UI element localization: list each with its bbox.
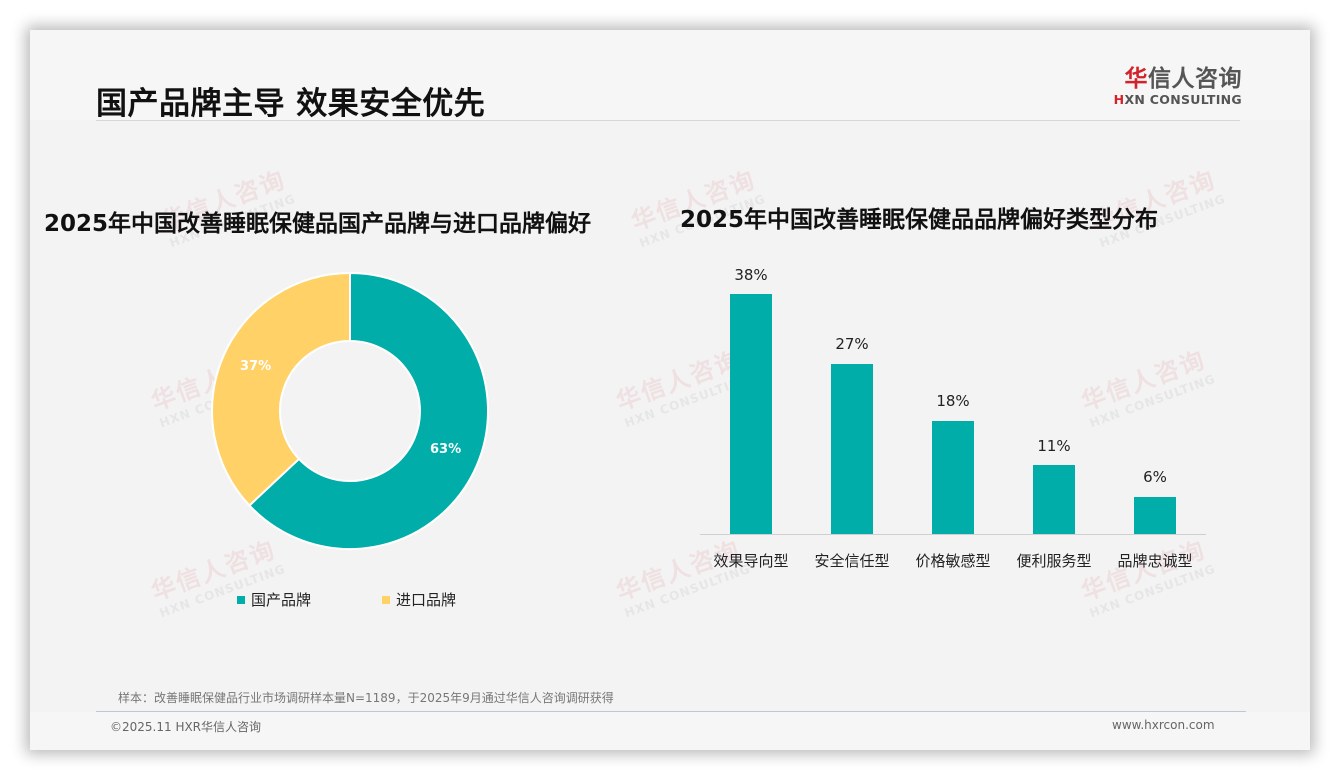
header-band xyxy=(30,30,1310,120)
bar-chart: 38% 效果导向型 27% 安全信任型 18% 价格敏感型 11% 便利服务型 … xyxy=(700,260,1206,570)
donut-legend: 国产品牌 xyxy=(237,589,311,610)
bar-effect xyxy=(730,294,772,534)
legend-swatch-domestic xyxy=(237,595,245,604)
bar-safety xyxy=(831,364,873,534)
bar-loyalty xyxy=(1134,497,1176,534)
donut-legend: 进口品牌 xyxy=(382,589,456,610)
bar-category-loyalty: 品牌忠诚型 xyxy=(1117,552,1193,570)
logo-text-en: XN CONSULTING xyxy=(1124,92,1242,107)
bar-value-effect: 38% xyxy=(734,266,768,284)
bar-value-loyalty: 6% xyxy=(1143,468,1167,486)
donut-slice-domestic xyxy=(247,271,489,550)
bar-category-effect: 效果导向型 xyxy=(713,552,789,570)
bar-value-convenience: 11% xyxy=(1037,437,1071,455)
bar-convenience xyxy=(1033,465,1075,534)
legend-label-imported: 进口品牌 xyxy=(396,591,457,609)
donut-label-imported: 37% xyxy=(240,359,272,374)
bar-price xyxy=(932,421,974,534)
bar-chart-title: 2025年中国改善睡眠保健品品牌偏好类型分布 xyxy=(680,207,1159,233)
logo-mark-cn: 华 xyxy=(1124,66,1148,92)
logo-mark-en: H xyxy=(1113,92,1125,107)
bar-category-price: 价格敏感型 xyxy=(915,552,991,570)
bar-value-safety: 27% xyxy=(835,335,869,353)
page-title: 国产品牌主导 效果安全优先 xyxy=(96,86,486,122)
donut-chart: 63% 37% xyxy=(210,271,490,551)
title-divider xyxy=(96,120,1240,121)
logo-text-cn: 信人咨询 xyxy=(1148,66,1242,92)
footer-band xyxy=(30,712,1310,750)
footer-divider xyxy=(96,711,1246,712)
sample-note: 样本：改善睡眠保健品行业市场调研样本量N=1189，于2025年9月通过华信人咨… xyxy=(118,691,614,705)
copyright: ©2025.11 HXR华信人咨询 xyxy=(110,720,262,734)
bar-value-price: 18% xyxy=(936,392,970,410)
donut-label-domestic: 63% xyxy=(430,442,462,457)
brand-logo: 华信人咨询 HXN CONSULTING xyxy=(1110,66,1242,108)
website-link[interactable]: www.hxrcon.com xyxy=(1112,718,1215,732)
x-axis-line xyxy=(700,534,1206,535)
bar-category-convenience: 便利服务型 xyxy=(1016,552,1092,570)
legend-label-domestic: 国产品牌 xyxy=(251,591,312,609)
donut-slice-imported xyxy=(211,271,351,507)
donut-chart-svg xyxy=(211,271,489,550)
bar-category-safety: 安全信任型 xyxy=(814,552,890,570)
legend-swatch-imported xyxy=(382,595,390,604)
donut-chart-title: 2025年中国改善睡眠保健品国产品牌与进口品牌偏好 xyxy=(44,211,592,237)
